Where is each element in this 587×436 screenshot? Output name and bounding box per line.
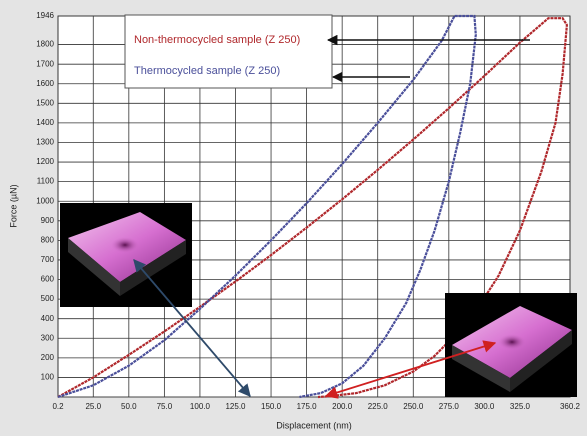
- legend-entry: Non-thermocycled sample (Z 250): [134, 34, 300, 46]
- y-tick-label: 500: [41, 294, 55, 303]
- y-tick-label: 1000: [36, 196, 54, 205]
- x-tick-label: 360.2: [560, 402, 581, 411]
- inset-image: [60, 203, 192, 307]
- x-tick-label: 50.0: [121, 402, 137, 411]
- y-tick-label: 1300: [36, 138, 54, 147]
- legend-box: [125, 15, 332, 88]
- y-tick-label: 1700: [36, 59, 54, 68]
- inset-image: [445, 293, 577, 397]
- x-tick-label: 100.0: [190, 402, 211, 411]
- x-axis-title: Displacement (nm): [276, 420, 352, 430]
- y-tick-label: 700: [41, 255, 55, 264]
- x-tick-label: 225.0: [368, 402, 389, 411]
- y-tick-label: 1946: [36, 11, 54, 20]
- legend-entry: Thermocycled sample (Z 250): [134, 65, 280, 77]
- y-tick-label: 400: [41, 314, 55, 323]
- y-tick-label: 300: [41, 333, 55, 342]
- y-tick-label: 1100: [37, 177, 55, 186]
- y-tick-label: 1200: [36, 157, 54, 166]
- y-tick-label: 1500: [36, 98, 54, 107]
- x-tick-label: 75.0: [157, 402, 173, 411]
- y-tick-label: 1800: [36, 40, 54, 49]
- y-tick-label: 200: [41, 353, 55, 362]
- y-tick-label: 1600: [36, 79, 54, 88]
- x-tick-label: 275.0: [439, 402, 460, 411]
- chart: 0.2 25.0 50.0 75.0 100.0 125.0 150.0 175.0 200.0…: [0, 0, 587, 436]
- y-axis-title: Force (µN): [8, 184, 18, 227]
- y-tick-label: 900: [41, 216, 55, 225]
- y-tick-label: 100: [41, 373, 55, 382]
- x-tick-label: 25.0: [85, 402, 101, 411]
- x-tick-label: 150.0: [261, 402, 282, 411]
- x-tick-label: 175.0: [297, 402, 318, 411]
- x-tick-label: 325.0: [510, 402, 531, 411]
- y-tick-label: 1400: [36, 118, 54, 127]
- x-tick-label: 200.0: [332, 402, 353, 411]
- x-tick-label: 300.0: [474, 402, 495, 411]
- x-tick-label: 125.0: [225, 402, 246, 411]
- y-tick-label: 800: [41, 235, 55, 244]
- x-tick-label: 250.0: [403, 402, 424, 411]
- y-tick-label: 600: [41, 275, 55, 284]
- x-tick-label: 0.2: [52, 402, 64, 411]
